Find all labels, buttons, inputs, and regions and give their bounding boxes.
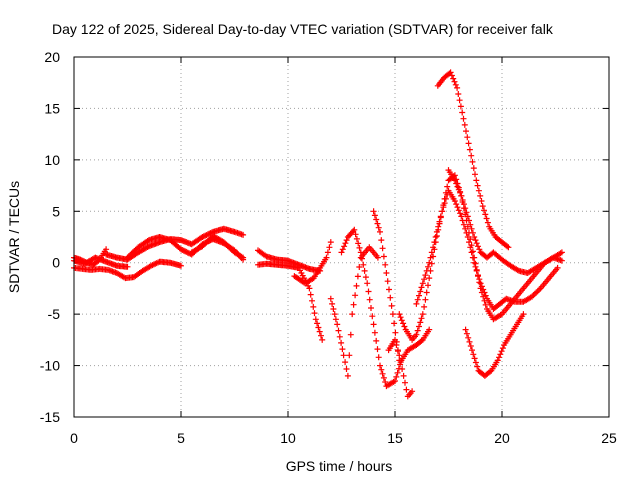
y-tick-label: 0 <box>52 255 60 271</box>
series-s8 <box>255 260 326 343</box>
x-tick-label: 25 <box>601 430 617 446</box>
x-tick-label: 5 <box>177 430 185 446</box>
x-tick-label: 0 <box>70 430 78 446</box>
x-tick-label: 10 <box>280 430 296 446</box>
point-markers <box>327 244 381 379</box>
point-markers <box>291 239 334 287</box>
point-markers <box>413 187 561 312</box>
x-tick-label: 20 <box>494 430 510 446</box>
y-tick-label: -15 <box>40 409 60 425</box>
series-s13 <box>385 336 416 400</box>
series-s11 <box>338 226 433 390</box>
point-markers <box>462 311 527 379</box>
x-tick-label: 15 <box>387 430 403 446</box>
point-markers <box>71 246 110 268</box>
y-axis-label: SDTVAR / TECUs <box>6 181 22 293</box>
data-points <box>71 69 565 400</box>
series-s1 <box>71 246 110 268</box>
series-s17 <box>445 167 565 276</box>
series-s18 <box>462 311 527 379</box>
point-markers <box>445 167 565 276</box>
series-s7 <box>255 247 324 274</box>
series-s6 <box>188 233 247 261</box>
series-s15 <box>413 187 561 312</box>
point-markers <box>188 233 247 261</box>
x-axis-ticks: 0 5 10 15 20 25 <box>70 57 617 446</box>
point-markers <box>255 260 326 343</box>
y-tick-label: 10 <box>44 152 60 168</box>
point-markers <box>255 247 324 274</box>
point-markers <box>338 226 433 390</box>
x-axis-label: GPS time / hours <box>286 458 393 474</box>
y-tick-label: 20 <box>44 49 60 65</box>
point-markers <box>434 69 512 251</box>
y-tick-label: -10 <box>40 358 60 374</box>
y-tick-label: -5 <box>48 306 61 322</box>
series-s9 <box>291 239 334 287</box>
series-s16 <box>434 69 512 251</box>
chart-title: Day 122 of 2025, Sidereal Day-to-day VTE… <box>52 21 554 37</box>
point-markers <box>385 336 416 400</box>
series-s10 <box>327 244 381 379</box>
plot-frame <box>73 56 610 418</box>
y-tick-label: 15 <box>44 100 60 116</box>
y-tick-label: 5 <box>52 203 60 219</box>
y-axis-ticks: -15 -10 -5 0 5 10 15 20 <box>40 49 609 425</box>
